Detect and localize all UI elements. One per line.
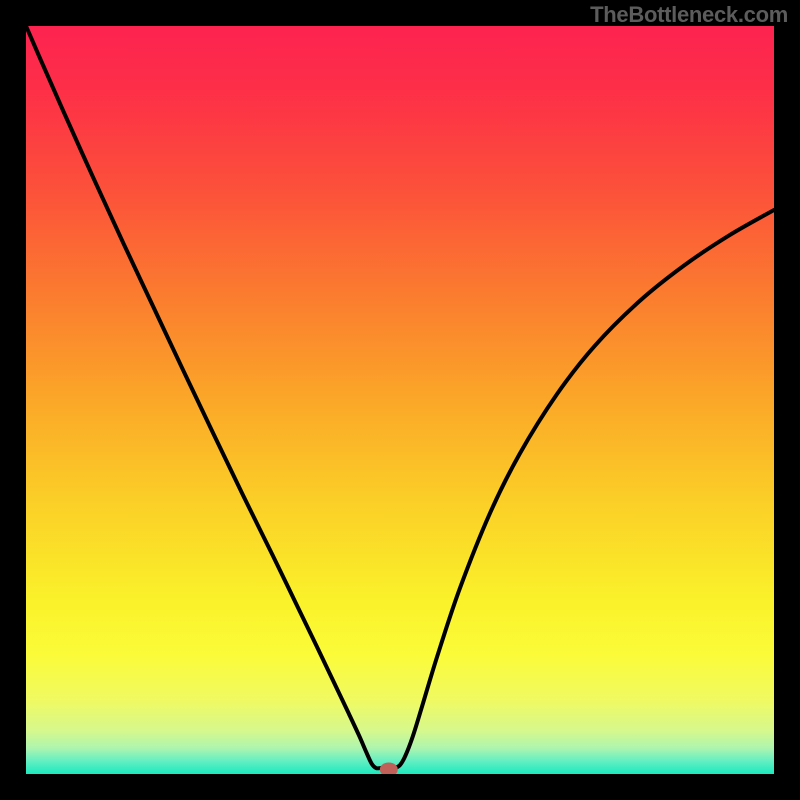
- watermark-text: TheBottleneck.com: [590, 2, 788, 28]
- plot-background: [26, 26, 774, 774]
- chart-container: { "meta": { "watermark": "TheBottleneck.…: [0, 0, 800, 800]
- bottleneck-chart: [0, 0, 800, 800]
